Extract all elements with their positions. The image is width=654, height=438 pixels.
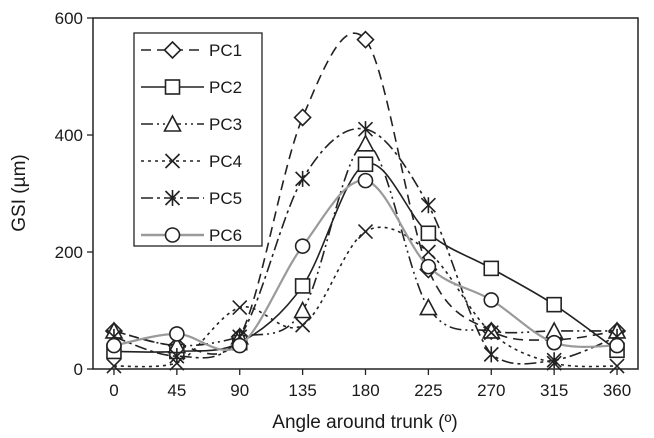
data-point-pc5 [546, 352, 562, 369]
data-point-pc6 [546, 334, 562, 351]
data-point-pc2 [357, 156, 374, 173]
data-point-pc6 [420, 258, 437, 275]
data-point-pc3 [356, 134, 375, 152]
data-point-pc1 [356, 30, 375, 49]
data-point-pc3 [293, 300, 312, 319]
legend-label-pc2: PC2 [209, 78, 242, 97]
data-point-pc5 [295, 170, 311, 187]
axes: 0 200 400 600 0 45 90 135 180 225 270 315 360 [55, 9, 632, 400]
legend-label-pc6: PC6 [209, 226, 242, 245]
data-point-pc4 [295, 317, 311, 333]
data-point-pc2 [546, 296, 562, 313]
y-tick-label: 0 [74, 360, 83, 379]
data-point-pc4 [232, 300, 248, 316]
x-tick-label: 315 [540, 381, 568, 400]
data-point-pc2 [294, 278, 311, 294]
x-tick-label: 270 [477, 381, 505, 400]
legend-marker-pc3 [163, 114, 182, 132]
data-point-pc5 [357, 121, 374, 138]
data-point-pc4 [483, 325, 499, 341]
data-point-pc3 [419, 297, 438, 316]
series-group [104, 30, 627, 374]
legend-label-pc3: PC3 [209, 115, 242, 134]
y-tick-label: 400 [55, 126, 83, 145]
data-point-pc2 [420, 225, 437, 242]
data-point-pc4 [420, 244, 436, 260]
data-point-pc6 [231, 337, 248, 354]
x-tick-label: 225 [414, 381, 442, 400]
data-point-pc4 [609, 358, 625, 374]
data-point-pc5 [169, 348, 185, 365]
x-tick-label: 45 [167, 381, 186, 400]
legend-item-pc4: PC4 [141, 152, 242, 171]
data-point-pc5 [420, 197, 436, 214]
data-point-pc6 [106, 337, 122, 354]
legend-label-pc1: PC1 [209, 41, 242, 60]
y-tick-label: 600 [55, 9, 83, 28]
series-pc6 [106, 172, 625, 354]
y-axis-title: GSI (µm) [9, 154, 30, 231]
data-point-pc2 [483, 260, 500, 277]
data-point-pc1 [293, 108, 312, 127]
legend-marker-pc6 [164, 227, 181, 243]
legend-item-pc2: PC2 [141, 78, 242, 97]
legend-item-pc5: PC5 [141, 189, 242, 208]
x-tick-label: 0 [109, 381, 118, 400]
legend-marker-pc2 [164, 79, 181, 95]
x-tick-label: 180 [351, 381, 379, 400]
series-pc5 [106, 121, 625, 369]
legend-item-pc1: PC1 [141, 40, 242, 60]
y-tick-label: 200 [55, 243, 83, 262]
legend-label-pc4: PC4 [209, 152, 242, 171]
data-point-pc6 [294, 238, 311, 254]
legend-item-pc6: PC6 [141, 226, 242, 245]
data-point-pc6 [357, 172, 374, 189]
x-tick-label: 135 [288, 381, 316, 400]
data-point-pc6 [609, 337, 625, 354]
x-axis-title: Angle around trunk (º) [272, 412, 457, 433]
legend-marker-pc4 [164, 153, 181, 169]
legend-marker-pc5 [164, 190, 181, 206]
series-line-pc1 [113, 32, 618, 355]
legend: PC1 PC2 PC3 PC4 PC5 PC6 [133, 32, 263, 247]
data-point-pc5 [483, 346, 499, 363]
data-point-pc6 [483, 292, 500, 308]
legend-marker-pc1 [163, 40, 182, 60]
data-point-pc6 [169, 326, 185, 342]
legend-label-pc5: PC5 [209, 189, 242, 208]
legend-item-pc3: PC3 [141, 114, 242, 134]
data-point-pc4 [106, 358, 122, 374]
data-point-pc4 [357, 223, 374, 240]
x-tick-label: 360 [603, 381, 631, 400]
series-pc4 [106, 223, 625, 374]
legend-box [133, 32, 263, 247]
x-tick-label: 90 [230, 381, 249, 400]
data-point-pc3 [481, 321, 501, 339]
